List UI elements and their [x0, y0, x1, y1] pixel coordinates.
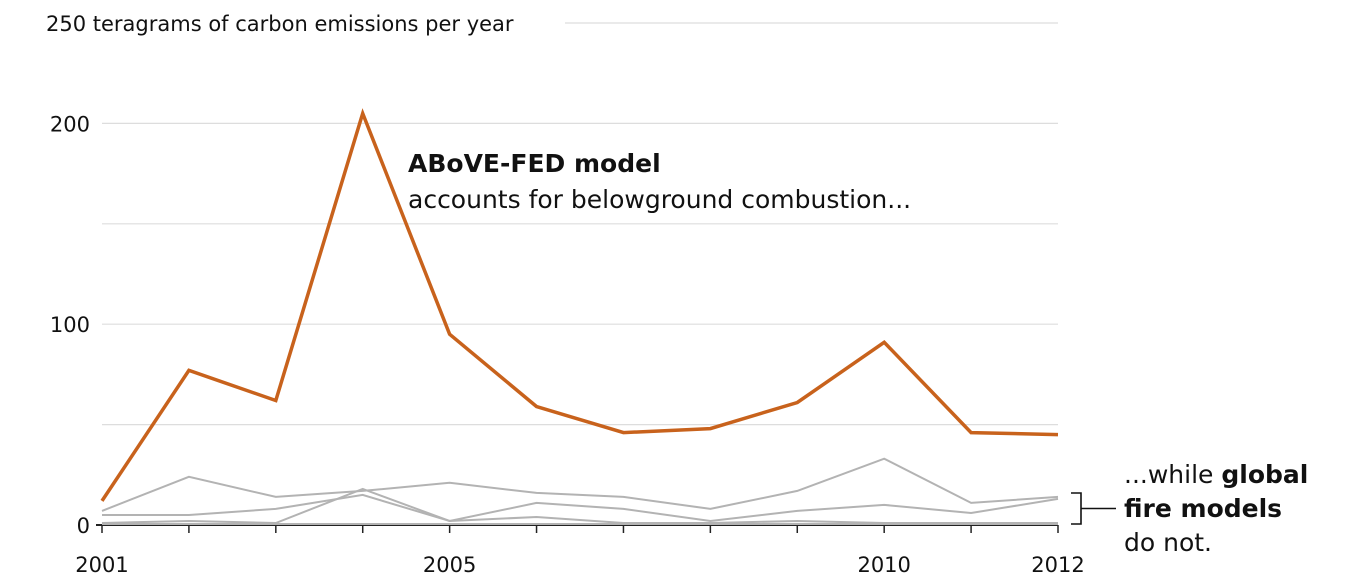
y-tick-labels: 0 100 200 250 teragrams of carbon emissions…	[46, 12, 514, 538]
above-fed-label: ABoVE-FED model	[408, 149, 661, 178]
series-line-global-1	[101, 457, 1059, 512]
y-tick-label-200: 200	[50, 112, 90, 136]
global-models-annotation: ...while global fire models do not.	[1124, 458, 1308, 560]
gridlines	[96, 22, 1058, 526]
above-fed-description: accounts for belowground combustion...	[408, 185, 912, 214]
global-models-label-2: fire models	[1124, 494, 1283, 523]
y-axis-title: 250 teragrams of carbon emissions per ye…	[46, 12, 514, 36]
x-tick-labels: 2001 2005 2010 2012	[75, 553, 1084, 577]
x-ticks	[101, 525, 1059, 533]
above-fed-annotation: ABoVE-FED model accounts for belowground…	[408, 146, 911, 218]
x-tick-label-2001: 2001	[75, 553, 128, 577]
bracket	[1071, 492, 1082, 525]
series-line-above	[100, 108, 1059, 502]
global-models-label-1: global	[1221, 460, 1309, 489]
global-models-description: do not.	[1124, 528, 1213, 557]
y-tick-label-0: 0	[77, 514, 90, 538]
global-models-prefix: ...while	[1124, 460, 1222, 489]
x-tick-label-2005: 2005	[423, 553, 476, 577]
series-line-global-2	[102, 493, 1059, 523]
y-tick-label-100: 100	[50, 313, 90, 337]
series-lines	[100, 108, 1059, 525]
x-tick-label-2012: 2012	[1031, 553, 1084, 577]
x-tick-label-2010: 2010	[857, 553, 910, 577]
global-models-bracket	[1071, 492, 1116, 525]
